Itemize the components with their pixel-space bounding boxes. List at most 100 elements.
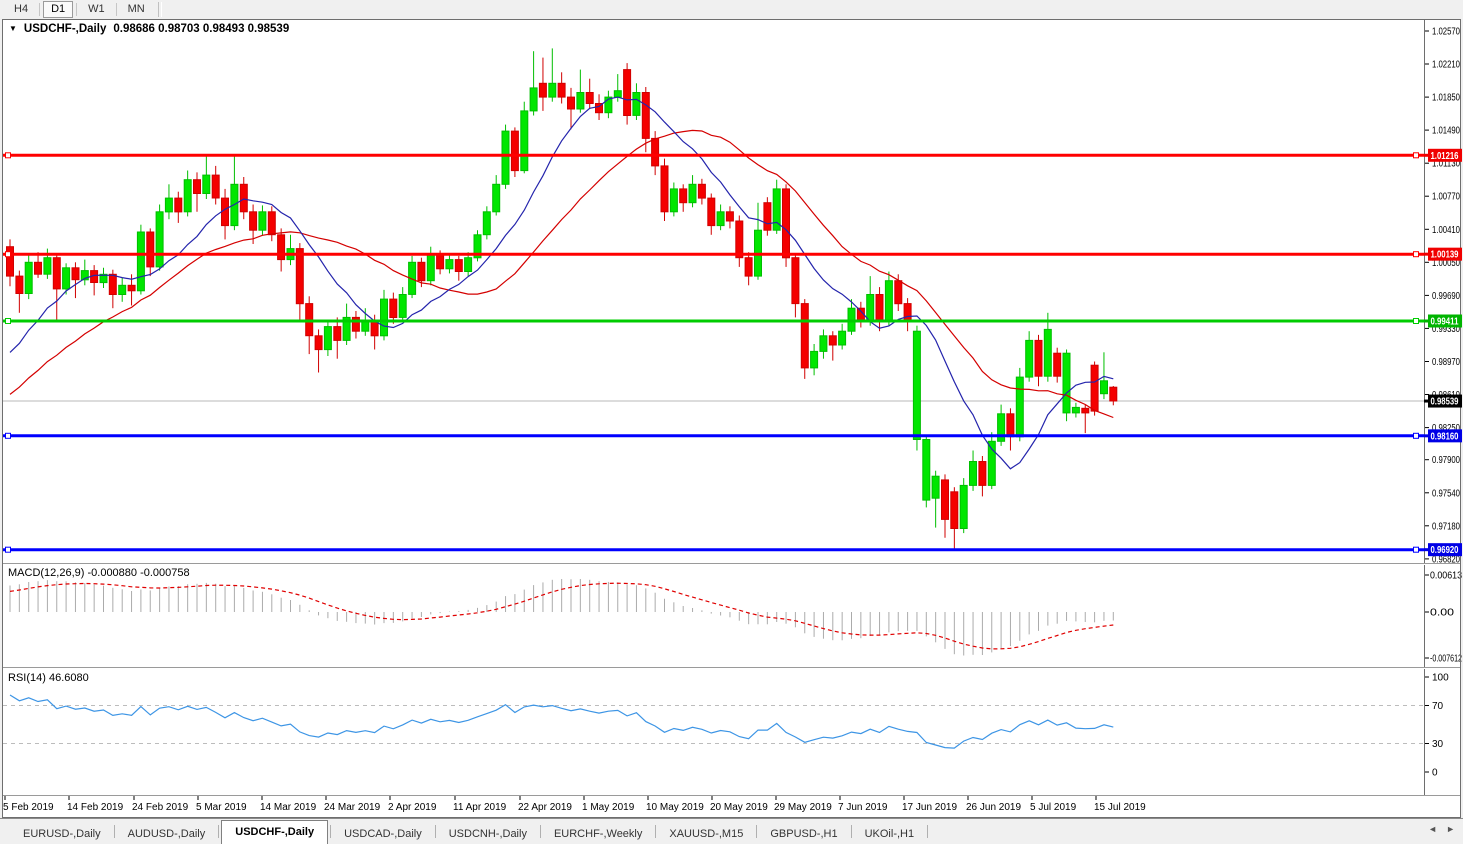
price-box-1.01216-label: 1.01216 [1431,151,1459,162]
candle-body [697,183,706,199]
date-tick-label: 2 Apr 2019 [388,802,437,813]
date-tick-label: 14 Mar 2019 [260,802,317,813]
candle-body [1015,376,1024,438]
chart-tab-gbpusd-h1[interactable]: GBPUSD-,H1 [770,828,838,840]
hline-handle[interactable] [1413,546,1419,553]
price-box-1.00139-label: 1.00139 [1431,250,1459,261]
candle-body [819,335,828,352]
candle-body [725,211,734,222]
candle-body [1034,339,1043,377]
candle-body [351,316,360,332]
candle-body [436,253,445,270]
candle-body [1062,352,1071,414]
candle-body [969,461,977,486]
candle-body [34,261,42,275]
candle-body [679,188,688,204]
candle-body [987,440,996,486]
candle-body [838,330,847,346]
hline-handle[interactable] [5,318,11,324]
price-box-0.96920 [1428,543,1462,557]
hline-handle[interactable] [5,152,11,159]
date-tick-label: 20 May 2019 [710,802,768,813]
chart-tab-xauusd-m15[interactable]: XAUUSD-,M15 [669,828,744,840]
macd-histogram [9,579,1114,656]
candle-body [295,248,304,305]
candle-body [52,257,61,290]
candle-body [538,82,547,98]
chart-symbol-label: USDCHF-,Daily [23,23,107,35]
chart-tab-eurusd-daily[interactable]: EURUSD-,Daily [23,828,101,840]
date-tick-label: 5 Feb 2019 [3,802,54,813]
candle-body [1006,413,1015,438]
hline-handle[interactable] [1413,318,1419,324]
candle-body [80,270,89,281]
candle-body [146,231,155,268]
date-axis[interactable]: 5 Feb 2019 14 Feb 2019 24 Feb 2019 5 Mar 20… [3,796,1146,813]
candle-body [716,211,725,227]
date-tick-label: 1 May 2019 [582,802,635,813]
chart-canvas: 1.02570 1.02210 1.01850 1.01490 1.01130 1.007… [2,19,1462,818]
candle-body [632,92,641,116]
candle-body [903,303,912,323]
date-tick-label: 10 May 2019 [646,802,704,813]
chart-tab-usdcnh-daily[interactable]: USDCNH-,Daily [448,828,527,840]
candle-body [1109,386,1118,402]
chart-tab-ukoil-h1[interactable]: UKOil-,H1 [864,828,915,840]
hline-1.00139[interactable] [3,251,1424,258]
tab-scroll-left-icon[interactable]: ◄ [1428,824,1438,834]
rsi-tick-label: 30 [1432,739,1444,750]
macd-tick-label: 0.00 [1430,608,1455,619]
candle-body [548,82,557,98]
candle-body [155,211,164,268]
candle-body [576,92,585,110]
candle-body [464,257,473,272]
hline-0.99411[interactable] [3,318,1424,324]
timeframe-button-mn[interactable]: MN [127,3,145,15]
price-tick-label: 1.02570 [1432,27,1460,38]
hline-handle[interactable] [1413,152,1419,159]
price-box-1.00139 [1428,247,1462,261]
hline-0.98160[interactable] [3,432,1424,439]
hline-handle[interactable] [5,432,11,439]
candle-body [6,246,14,277]
candle-body [782,188,790,259]
tab-separator [850,825,852,838]
candle-body [473,234,482,259]
chart-tab-eurchf-weekly[interactable]: EURCHF-,Weekly [553,828,643,840]
candle-body [15,275,24,295]
chart-tab-usdchf-daily[interactable]: USDCHF-,Daily [221,820,329,844]
candle-body [660,165,669,213]
timeframe-button-h4[interactable]: H4 [14,3,29,15]
hline-handle[interactable] [1413,251,1419,258]
timeframe-button-w1[interactable]: W1 [88,3,105,15]
candle-body [342,316,351,341]
candle-body [763,202,772,231]
hline-1.01216[interactable] [3,152,1424,159]
candle-body [71,267,80,281]
candle-body [772,188,781,231]
hline-handle[interactable] [5,251,11,258]
candle-body [314,335,323,351]
hline-handle[interactable] [1413,432,1419,439]
candles-layer [6,48,1118,550]
rsi-line [9,694,1114,749]
tab-scroll-right-icon[interactable]: ► [1446,824,1455,834]
price-tick-label: 0.97900 [1432,455,1460,466]
ma-slow-line [9,129,1114,419]
candle-body [950,491,959,529]
candle-body [894,280,903,305]
candle-body [669,188,678,213]
hline-0.96920[interactable] [3,546,1424,553]
chart-title: ▼ USDCHF-,Daily 0.98686 0.98703 0.98493 … [9,23,289,35]
chart-tab-audusd-daily[interactable]: AUDUSD-,Daily [127,828,206,840]
chart-tab-usdcad-daily[interactable]: USDCAD-,Daily [344,828,422,840]
candle-body [258,211,267,231]
candle-body [202,174,211,195]
macd-values: -0.000880 -0.000758 [87,567,190,579]
timeframe-button-d1[interactable]: D1 [43,1,74,18]
price-tick-label: 1.00050 [1432,258,1460,269]
symbol-dropdown-icon[interactable]: ▼ [9,23,17,33]
candle-body [398,294,407,318]
candle-body [604,96,613,114]
hline-handle[interactable] [5,546,11,553]
